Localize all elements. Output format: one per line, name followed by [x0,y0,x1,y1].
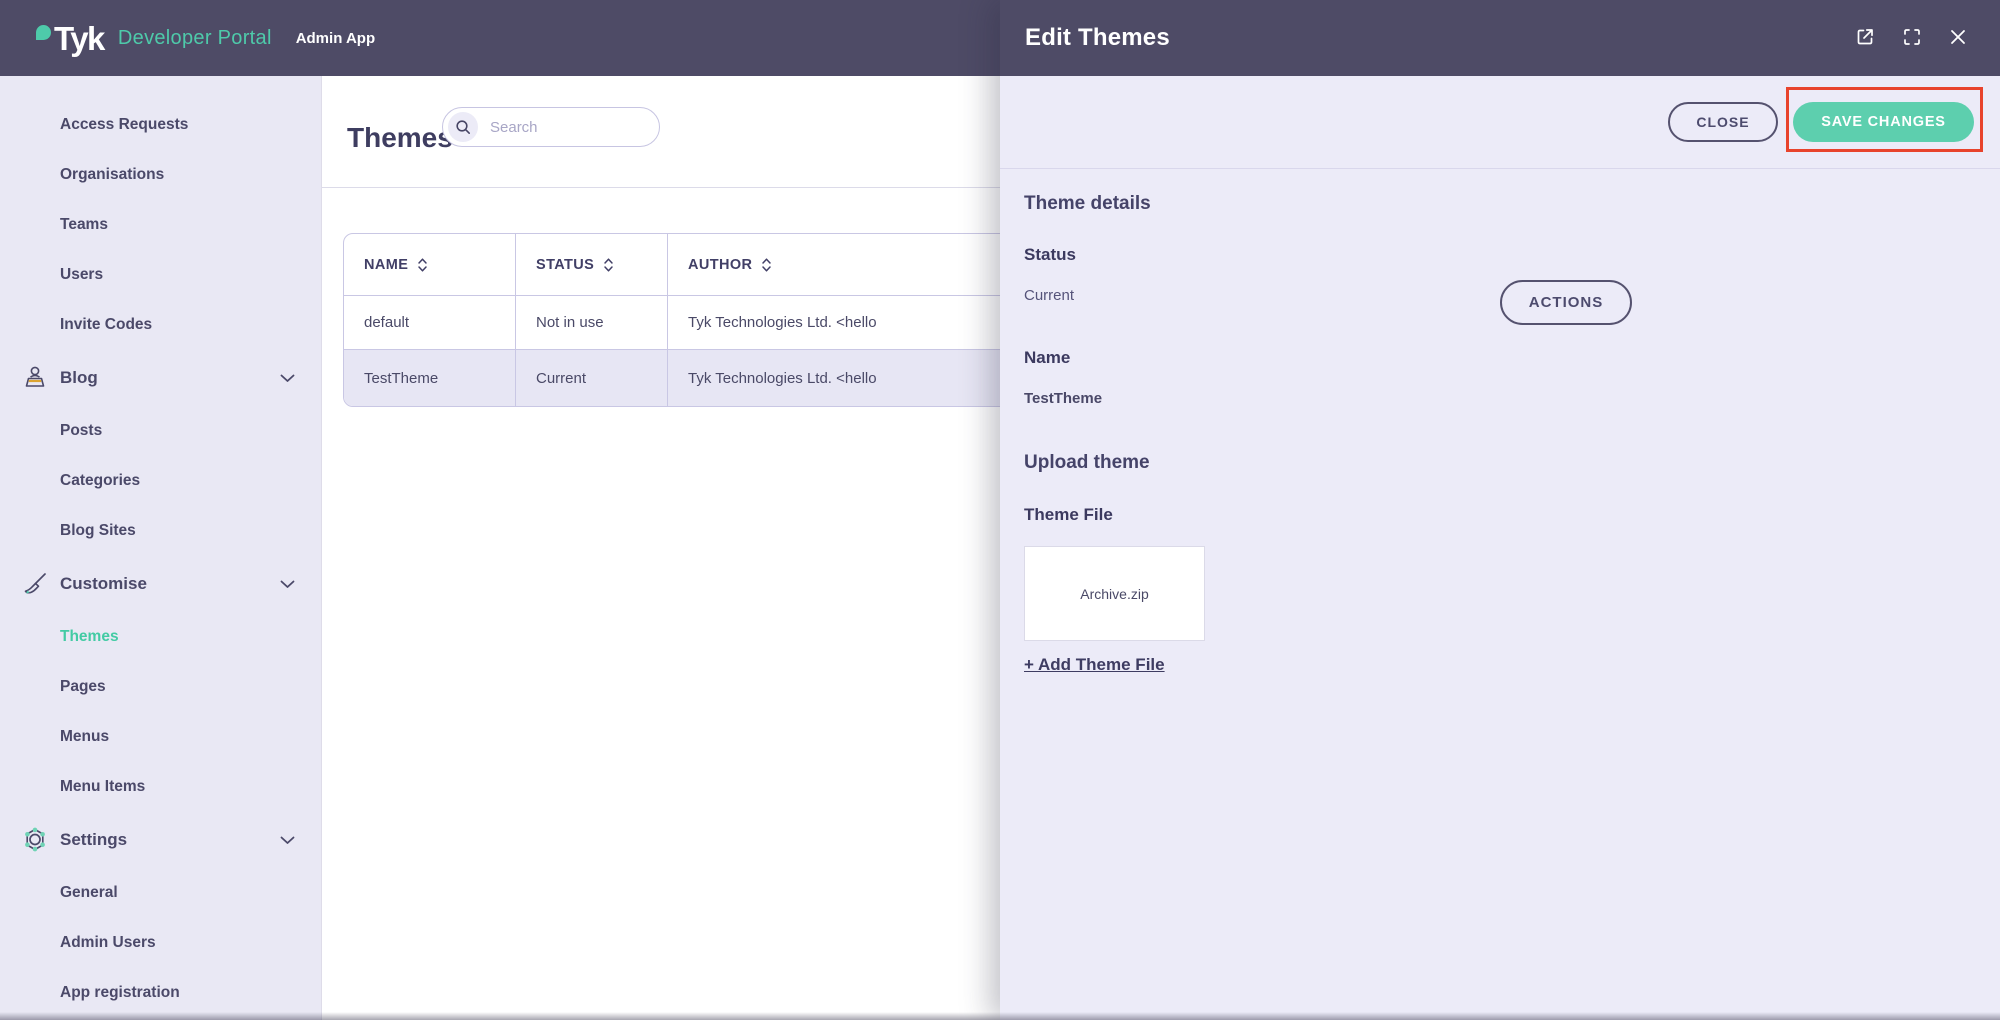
search-input[interactable] [488,117,643,137]
sidebar-section-settings[interactable]: Settings [0,812,321,868]
sidebar-section-customise[interactable]: Customise [0,556,321,612]
status-value: Current [1024,287,1075,304]
sidebar-item-users[interactable]: Users [60,266,104,283]
search-icon [448,112,478,142]
edit-themes-drawer: Edit Themes [1000,0,2000,1020]
sort-icon[interactable] [417,257,428,273]
name-label: Name [1024,348,1071,367]
close-button[interactable]: CLOSE [1668,102,1778,142]
page-title: Themes [347,121,453,153]
cell-name[interactable]: default [344,296,516,349]
drawer-header-icons [1854,26,1968,51]
upload-theme-heading: Upload theme [1024,452,1150,473]
cell-status[interactable]: Current [516,350,668,406]
logo-text: Tyk [54,19,105,57]
sidebar-item-themes[interactable]: Themes [60,628,119,645]
sidebar-item-app-registration[interactable]: App registration [60,984,180,1001]
drawer-header: Edit Themes [1000,0,2000,76]
sidebar-item-organisations[interactable]: Organisations [60,166,165,183]
column-header-status[interactable]: STATUS [516,234,668,295]
sidebar-item-pages[interactable]: Pages [60,678,106,695]
chevron-down-icon [280,368,295,388]
actions-button[interactable]: ACTIONS [1500,280,1632,325]
column-header-name[interactable]: NAME [344,234,516,295]
sidebar-item-posts[interactable]: Posts [60,422,103,439]
customise-icon [20,569,50,599]
sort-icon[interactable] [603,257,614,273]
theme-file-card[interactable]: Archive.zip [1024,546,1205,641]
logo-subtitle: Developer Portal [117,26,272,49]
cell-author[interactable]: Tyk Technologies Ltd. <hello [688,314,877,331]
sidebar-item-teams[interactable]: Teams [60,216,108,233]
tyk-leaf-icon [36,24,51,40]
sidebar-item-menu-items[interactable]: Menu Items [60,778,146,795]
cell-status[interactable]: Not in use [516,296,668,349]
sidebar-item-access-requests[interactable]: Access Requests [60,116,189,133]
drawer-toolbar: CLOSE SAVE CHANGES [1000,76,2000,169]
close-icon [1948,27,1968,50]
theme-details-heading: Theme details [1024,193,1151,214]
tyk-logo[interactable]: Tyk Developer Portal [36,22,272,55]
search-box[interactable] [442,107,660,147]
save-changes-button[interactable]: SAVE CHANGES [1793,102,1974,142]
sidebar-item-admin-users[interactable]: Admin Users [60,934,156,951]
sidebar-item-blog-sites[interactable]: Blog Sites [60,522,136,539]
save-changes-highlight-box: SAVE CHANGES [1786,87,1983,152]
external-link-icon [1854,26,1876,51]
table-header-row: NAME STATUS [344,234,1542,295]
name-value: TestTheme [1024,390,1103,407]
fullscreen-button[interactable] [1902,27,1922,50]
cell-author[interactable]: Tyk Technologies Ltd. <hello [688,369,877,387]
fullscreen-icon [1902,27,1922,50]
chevron-down-icon [280,830,295,850]
column-header-author[interactable]: AUTHOR [668,234,1542,295]
open-in-new-window-button[interactable] [1854,26,1876,51]
sidebar-item-categories[interactable]: Categories [60,472,141,489]
cell-name[interactable]: TestTheme [344,350,516,406]
app-name-label: Admin App [295,29,376,47]
drawer-body: Theme details Status Current ACTIONS Nam… [1000,169,2000,1020]
chevron-down-icon [280,574,295,594]
sort-icon[interactable] [761,257,772,273]
settings-icon [20,825,50,855]
sidebar: Access Requests Organisations Teams User… [0,76,322,1020]
sidebar-item-menus[interactable]: Menus [60,728,110,745]
drawer-title: Edit Themes [1025,24,1170,51]
close-drawer-button[interactable] [1948,27,1968,50]
status-label: Status [1024,245,1076,264]
sidebar-section-blog[interactable]: Blog [0,350,321,406]
blog-icon [20,363,50,393]
add-theme-file-link[interactable]: + Add Theme File [1024,655,1165,674]
theme-file-name: Archive.zip [1080,585,1149,602]
sidebar-item-general[interactable]: General [60,884,118,901]
theme-file-label: Theme File [1024,505,1113,524]
sidebar-item-invite-codes[interactable]: Invite Codes [60,316,153,333]
